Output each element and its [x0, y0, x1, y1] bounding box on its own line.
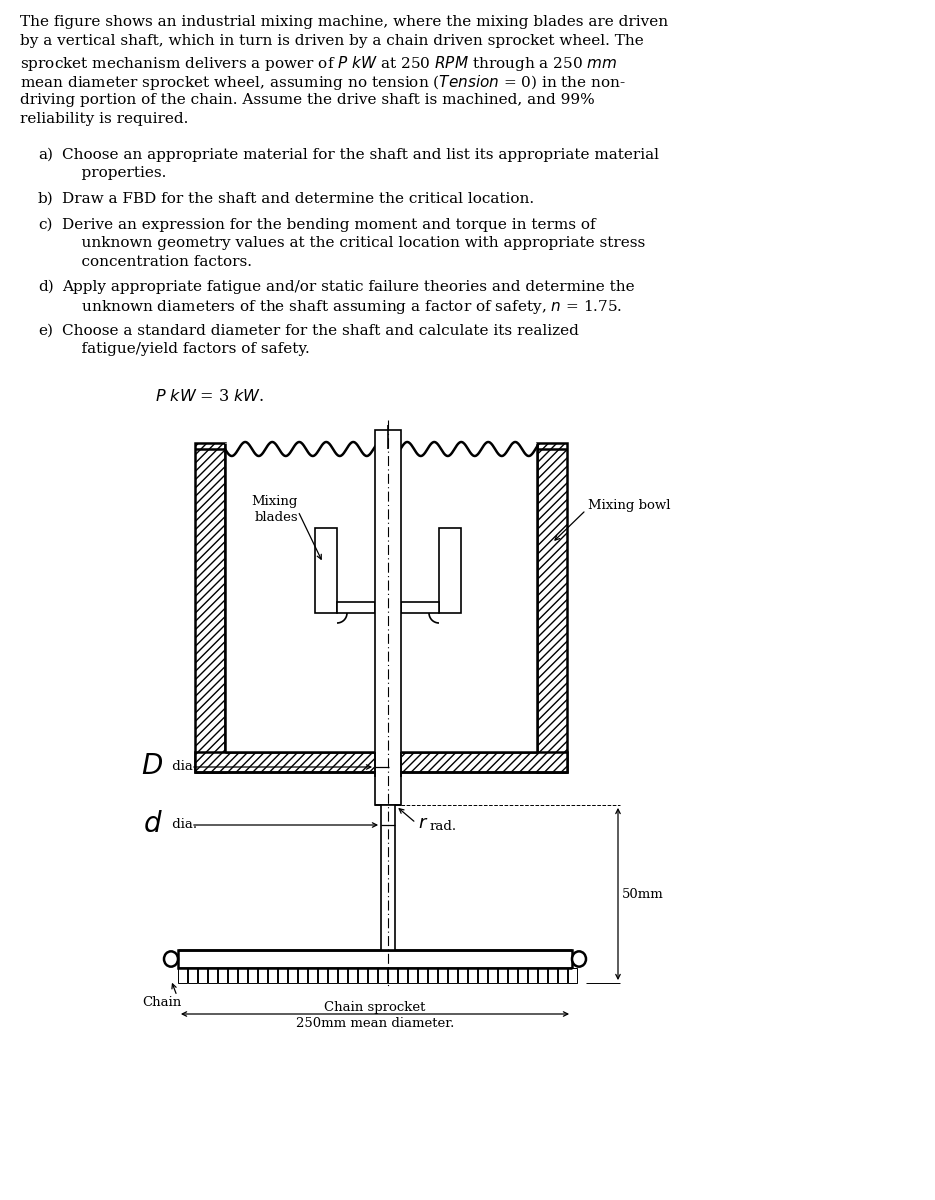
Bar	[248, 968, 257, 983]
Bar	[195, 752, 567, 772]
Bar	[398, 968, 407, 983]
Bar	[439, 528, 461, 613]
Bar	[401, 602, 439, 613]
Text: Apply appropriate fatigue and/or static failure theories and determine the: Apply appropriate fatigue and/or static …	[62, 280, 635, 294]
Text: c): c)	[38, 217, 52, 232]
Text: $r$: $r$	[418, 814, 428, 832]
Bar	[178, 968, 187, 983]
Bar	[538, 968, 547, 983]
Bar	[498, 968, 507, 983]
Bar	[358, 968, 367, 983]
Ellipse shape	[164, 952, 178, 967]
Bar	[378, 968, 387, 983]
Bar	[468, 968, 477, 983]
Text: The figure shows an industrial mixing machine, where the mixing blades are drive: The figure shows an industrial mixing ma…	[20, 14, 669, 29]
Bar	[408, 968, 417, 983]
Text: dia.: dia.	[168, 761, 197, 774]
Bar	[418, 968, 427, 983]
Text: Chain sprocket: Chain sprocket	[324, 1001, 425, 1014]
Bar	[178, 950, 572, 968]
Bar	[518, 968, 527, 983]
Text: reliability is required.: reliability is required.	[20, 113, 188, 126]
Text: Choose an appropriate material for the shaft and list its appropriate material: Choose an appropriate material for the s…	[62, 148, 659, 162]
Bar	[208, 968, 217, 983]
Bar	[558, 968, 567, 983]
Text: a): a)	[38, 148, 53, 162]
Bar	[438, 968, 447, 983]
Bar	[508, 968, 517, 983]
Bar	[478, 968, 487, 983]
Text: d): d)	[38, 280, 53, 294]
Bar	[375, 430, 401, 805]
Bar	[218, 968, 227, 983]
Bar	[288, 968, 297, 983]
Bar	[528, 968, 537, 983]
Text: rad.: rad.	[430, 820, 457, 833]
Bar	[348, 968, 357, 983]
Bar	[337, 602, 375, 613]
Bar	[238, 968, 247, 983]
Ellipse shape	[572, 952, 586, 967]
Bar	[195, 443, 225, 772]
Bar	[374, 752, 402, 774]
Text: 50mm: 50mm	[622, 888, 664, 900]
Text: Draw a FBD for the shaft and determine the critical location.: Draw a FBD for the shaft and determine t…	[62, 192, 534, 206]
Text: 250mm mean diameter.: 250mm mean diameter.	[295, 1018, 454, 1030]
Text: e): e)	[38, 324, 53, 338]
Bar	[268, 968, 277, 983]
Bar	[318, 968, 327, 983]
Bar	[381, 805, 395, 950]
Bar	[428, 968, 437, 983]
Bar	[308, 968, 317, 983]
Bar	[328, 968, 337, 983]
Bar	[458, 968, 467, 983]
Text: driving portion of the chain. Assume the drive shaft is machined, and 99%: driving portion of the chain. Assume the…	[20, 92, 595, 107]
Bar	[448, 968, 457, 983]
Text: Choose a standard diameter for the shaft and calculate its realized: Choose a standard diameter for the shaft…	[62, 324, 579, 338]
Text: fatigue/yield factors of safety.: fatigue/yield factors of safety.	[62, 342, 309, 356]
Bar	[198, 968, 207, 983]
Bar	[315, 528, 337, 613]
Bar	[488, 968, 497, 983]
Bar	[568, 968, 577, 983]
Bar	[258, 968, 267, 983]
Text: properties.: properties.	[62, 167, 166, 180]
Text: Mixing bowl: Mixing bowl	[588, 498, 670, 511]
Text: dia.: dia.	[168, 818, 197, 832]
Bar	[188, 968, 197, 983]
Text: unknown geometry values at the critical location with appropriate stress: unknown geometry values at the critical …	[62, 236, 645, 250]
Bar	[388, 968, 397, 983]
Text: $D$: $D$	[141, 754, 163, 780]
Bar	[338, 968, 347, 983]
Bar	[368, 968, 377, 983]
Text: mean diameter sprocket wheel, assuming no tension ($Tension$ = 0) in the non-: mean diameter sprocket wheel, assuming n…	[20, 73, 626, 92]
Bar	[548, 968, 557, 983]
Bar	[278, 968, 287, 983]
Text: $d$: $d$	[143, 811, 163, 839]
Bar	[228, 968, 237, 983]
Text: concentration factors.: concentration factors.	[62, 254, 252, 269]
Text: unknown diameters of the shaft assuming a factor of safety, $n$ = 1.75.: unknown diameters of the shaft assuming …	[62, 299, 623, 317]
Bar	[537, 443, 567, 772]
Text: b): b)	[38, 192, 53, 206]
Text: Mixing
blades: Mixing blades	[252, 494, 298, 524]
Text: sprocket mechanism delivers a power of $P$ $kW$ at 250 $RPM$ through a 250 $mm$: sprocket mechanism delivers a power of $…	[20, 54, 617, 73]
Text: Derive an expression for the bending moment and torque in terms of: Derive an expression for the bending mom…	[62, 217, 596, 232]
Bar	[225, 443, 537, 752]
Text: Chain: Chain	[142, 996, 181, 1009]
Text: by a vertical shaft, which in turn is driven by a chain driven sprocket wheel. T: by a vertical shaft, which in turn is dr…	[20, 35, 644, 48]
Bar	[298, 968, 307, 983]
Text: $P$ $kW$ = 3 $kW$.: $P$ $kW$ = 3 $kW$.	[155, 388, 265, 404]
